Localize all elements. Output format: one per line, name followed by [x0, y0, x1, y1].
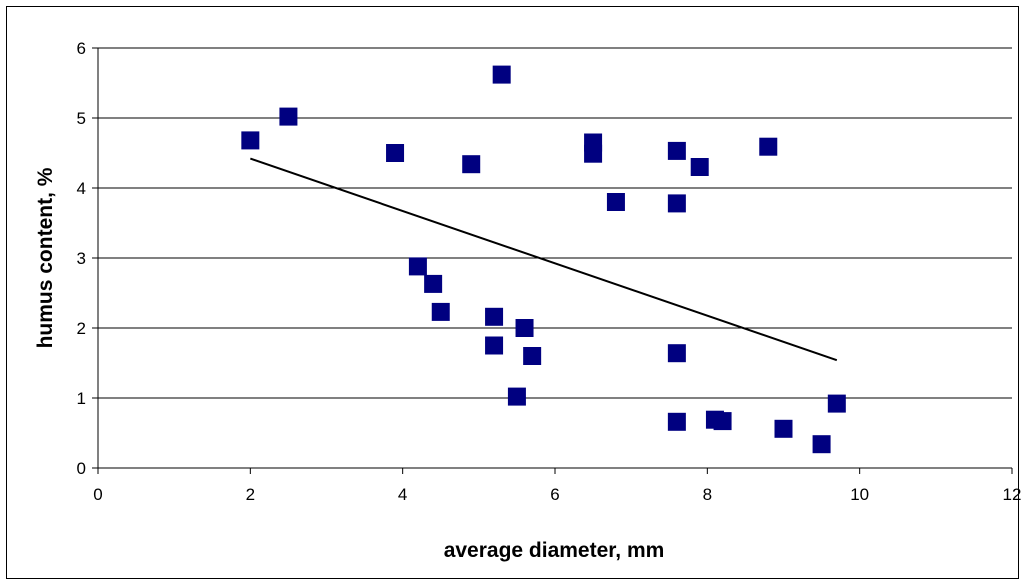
y-tick-label: 2 [77, 319, 86, 338]
x-axis-title: average diameter, mm [444, 539, 665, 562]
y-tick-label: 0 [77, 459, 86, 478]
data-point [690, 158, 709, 176]
y-tick-label: 6 [77, 39, 86, 58]
data-point [424, 274, 443, 293]
data-point [515, 319, 534, 337]
data-point [492, 65, 511, 84]
data-point [462, 155, 481, 174]
data-point [827, 394, 846, 413]
data-point [606, 193, 625, 211]
x-tick-label: 8 [703, 485, 712, 504]
data-point [485, 307, 504, 326]
data-point [812, 435, 831, 454]
chart-area [6, 6, 1019, 579]
x-tick-label: 2 [246, 485, 255, 504]
data-point [667, 194, 686, 213]
y-axis-title: humus content, % [34, 167, 57, 348]
trendline-group [250, 157, 838, 362]
x-tick-label: 12 [1003, 485, 1022, 504]
y-tick-label: 3 [77, 249, 86, 268]
data-point [523, 347, 542, 365]
y-tick-label: 5 [77, 109, 86, 128]
data-point [241, 131, 260, 150]
x-tick-label: 0 [93, 485, 102, 504]
data-points [241, 65, 846, 454]
data-point [774, 419, 793, 438]
data-point [667, 412, 686, 431]
x-axis-ticks: 0 2 4 6 8 10 12 [93, 468, 1021, 504]
data-point [279, 107, 298, 126]
data-point [485, 336, 504, 355]
x-tick-label: 10 [850, 485, 869, 504]
grid-lines [98, 47, 1012, 399]
x-tick-label: 6 [550, 485, 559, 504]
x-tick-label: 4 [398, 485, 407, 504]
data-point [431, 302, 450, 321]
data-point [507, 387, 526, 406]
y-tick-label: 4 [77, 179, 86, 198]
data-point [667, 141, 686, 160]
data-point [667, 344, 686, 363]
data-point [759, 137, 778, 156]
data-point [386, 144, 405, 162]
data-point [408, 257, 427, 276]
data-point [584, 144, 603, 163]
y-tick-label: 1 [77, 389, 86, 408]
trendline [250, 157, 838, 362]
data-point [713, 412, 732, 431]
y-axis-ticks: 0 1 2 3 4 5 6 [77, 39, 98, 478]
